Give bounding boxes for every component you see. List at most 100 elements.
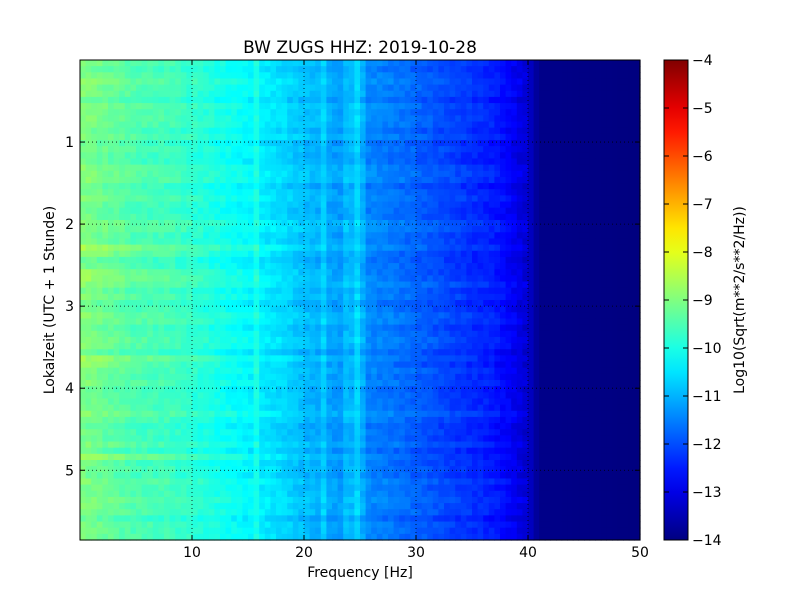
spectrogram-cell [208, 312, 215, 320]
spectrogram-cell [236, 127, 243, 135]
spectrogram-cell [281, 324, 288, 332]
spectrogram-cell [488, 293, 495, 301]
spectrogram-cell [438, 140, 445, 147]
spectrogram-cell [80, 146, 87, 153]
spectrogram-cell [466, 115, 473, 123]
spectrogram-cell [595, 287, 602, 295]
spectrogram-cell [404, 349, 411, 356]
spectrogram-cell [472, 318, 479, 326]
spectrogram-cell [416, 330, 423, 338]
spectrogram-cell [584, 78, 591, 86]
spectrogram-cell [623, 133, 630, 141]
spectrogram-cell [304, 103, 311, 110]
spectrogram-cell [472, 220, 479, 227]
spectrogram-cell [550, 152, 557, 160]
spectrogram-cell [80, 220, 87, 227]
spectrogram-cell [287, 207, 294, 215]
spectrogram-cell [287, 127, 294, 135]
spectrogram-cell [466, 121, 473, 129]
spectrogram-cell [410, 133, 417, 141]
spectrogram-cell [141, 293, 148, 301]
spectrogram-cell [208, 330, 215, 338]
spectrogram-cell [360, 349, 367, 356]
spectrogram-cell [556, 133, 563, 141]
spectrogram-cell [164, 115, 171, 123]
spectrogram-cell [225, 330, 232, 338]
spectrogram-cell [561, 146, 568, 153]
spectrogram-cell [102, 324, 109, 332]
spectrogram-cell [152, 238, 159, 246]
spectrogram-cell [225, 306, 232, 313]
spectrogram-cell [169, 66, 176, 73]
spectrogram-cell [136, 343, 143, 350]
spectrogram-cell [522, 312, 529, 320]
spectrogram-cell [119, 343, 126, 350]
spectrogram-cell [371, 213, 378, 221]
spectrogram-cell [158, 213, 165, 221]
spectrogram-cell [567, 90, 574, 98]
spectrogram-cell [276, 121, 283, 129]
spectrogram-cell [259, 226, 266, 233]
spectrogram-cell [550, 300, 557, 307]
spectrogram-cell [309, 232, 316, 240]
spectrogram-cell [108, 170, 115, 178]
spectrogram-cell [404, 355, 411, 363]
spectrogram-cell [287, 263, 294, 270]
spectrogram-cell [309, 361, 316, 369]
spectrogram-cell [113, 275, 120, 283]
spectrogram-cell [343, 336, 350, 344]
spectrogram-cell [208, 115, 215, 123]
spectrogram-cell [315, 96, 322, 104]
spectrogram-cell [85, 195, 92, 203]
spectrogram-cell [505, 176, 512, 184]
spectrogram-cell [214, 96, 221, 104]
spectrogram-cell [472, 263, 479, 270]
spectrogram-cell [606, 343, 613, 350]
spectrogram-cell [214, 127, 221, 135]
spectrogram-cell [136, 170, 143, 178]
spectrogram-cell [612, 330, 619, 338]
spectrogram-cell [152, 318, 159, 326]
spectrogram-cell [550, 355, 557, 363]
spectrogram-cell [404, 238, 411, 246]
spectrogram-cell [276, 152, 283, 160]
spectrogram-cell [572, 176, 579, 184]
spectrogram-cell [438, 103, 445, 110]
spectrogram-cell [382, 152, 389, 160]
spectrogram-cell [584, 127, 591, 135]
spectrogram-cell [186, 121, 193, 129]
spectrogram-cell [264, 189, 271, 196]
spectrogram-cell [320, 293, 327, 301]
spectrogram-cell [516, 176, 523, 184]
spectrogram-cell [141, 244, 148, 252]
spectrogram-cell [287, 226, 294, 233]
spectrogram-cell [634, 306, 641, 313]
spectrogram-cell [533, 72, 540, 80]
spectrogram-cell [612, 60, 619, 67]
spectrogram-cell [595, 318, 602, 326]
spectrogram-cell [539, 183, 546, 190]
spectrogram-cell [623, 78, 630, 86]
spectrogram-cell [354, 164, 361, 172]
spectrogram-cell [606, 66, 613, 73]
spectrogram-cell [567, 176, 574, 184]
spectrogram-cell [500, 343, 507, 350]
spectrogram-cell [214, 361, 221, 369]
spectrogram-cell [488, 226, 495, 233]
spectrogram-cell [220, 72, 227, 80]
spectrogram-cell [388, 306, 395, 313]
spectrogram-cell [203, 96, 210, 104]
spectrogram-cell [304, 300, 311, 307]
spectrogram-cell [376, 263, 383, 270]
spectrogram-cell [606, 140, 613, 147]
spectrogram-cell [158, 281, 165, 289]
spectrogram-cell [348, 330, 355, 338]
spectrogram-cell [466, 78, 473, 86]
spectrogram-cell [225, 109, 232, 116]
spectrogram-cell [136, 312, 143, 320]
spectrogram-cell [214, 287, 221, 295]
spectrogram-cell [253, 318, 260, 326]
spectrogram-cell [455, 349, 462, 356]
spectrogram-cell [169, 318, 176, 326]
spectrogram-cell [152, 115, 159, 123]
